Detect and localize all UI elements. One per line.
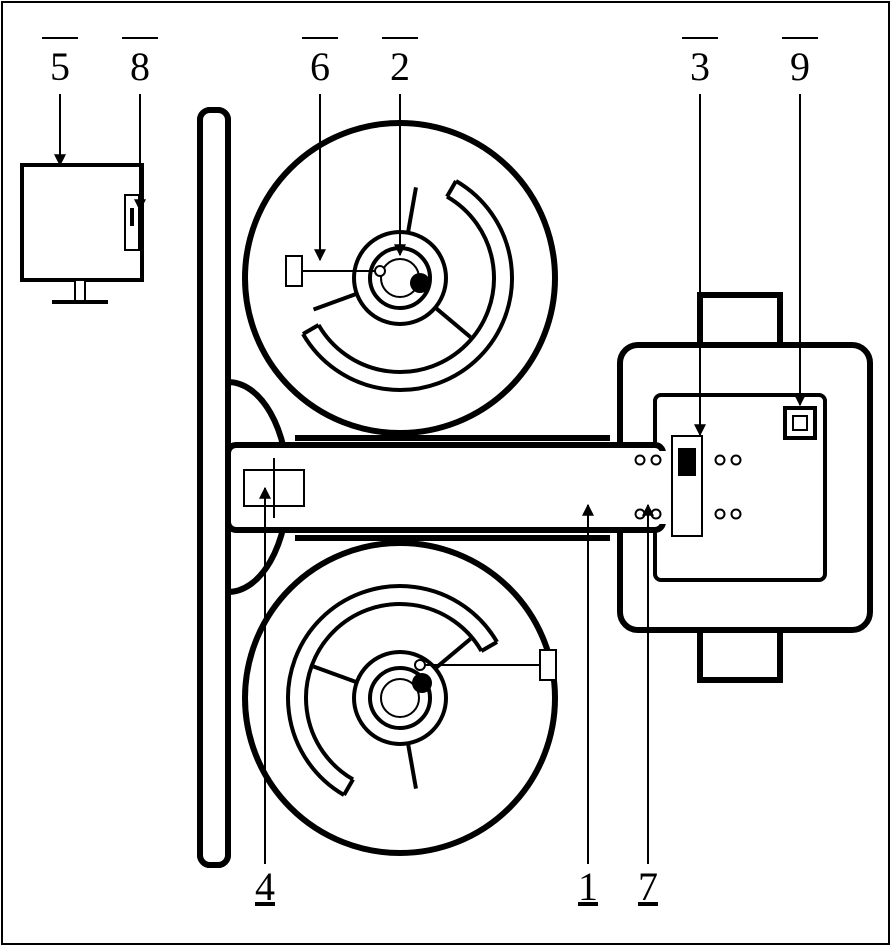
svg-text:3: 3 <box>690 44 710 89</box>
svg-text:2: 2 <box>390 44 410 89</box>
svg-text:4: 4 <box>255 864 275 909</box>
svg-text:1: 1 <box>578 864 598 909</box>
svg-text:6: 6 <box>310 44 330 89</box>
svg-text:9: 9 <box>790 44 810 89</box>
svg-text:5: 5 <box>50 44 70 89</box>
svg-text:8: 8 <box>130 44 150 89</box>
svg-text:7: 7 <box>638 864 658 909</box>
